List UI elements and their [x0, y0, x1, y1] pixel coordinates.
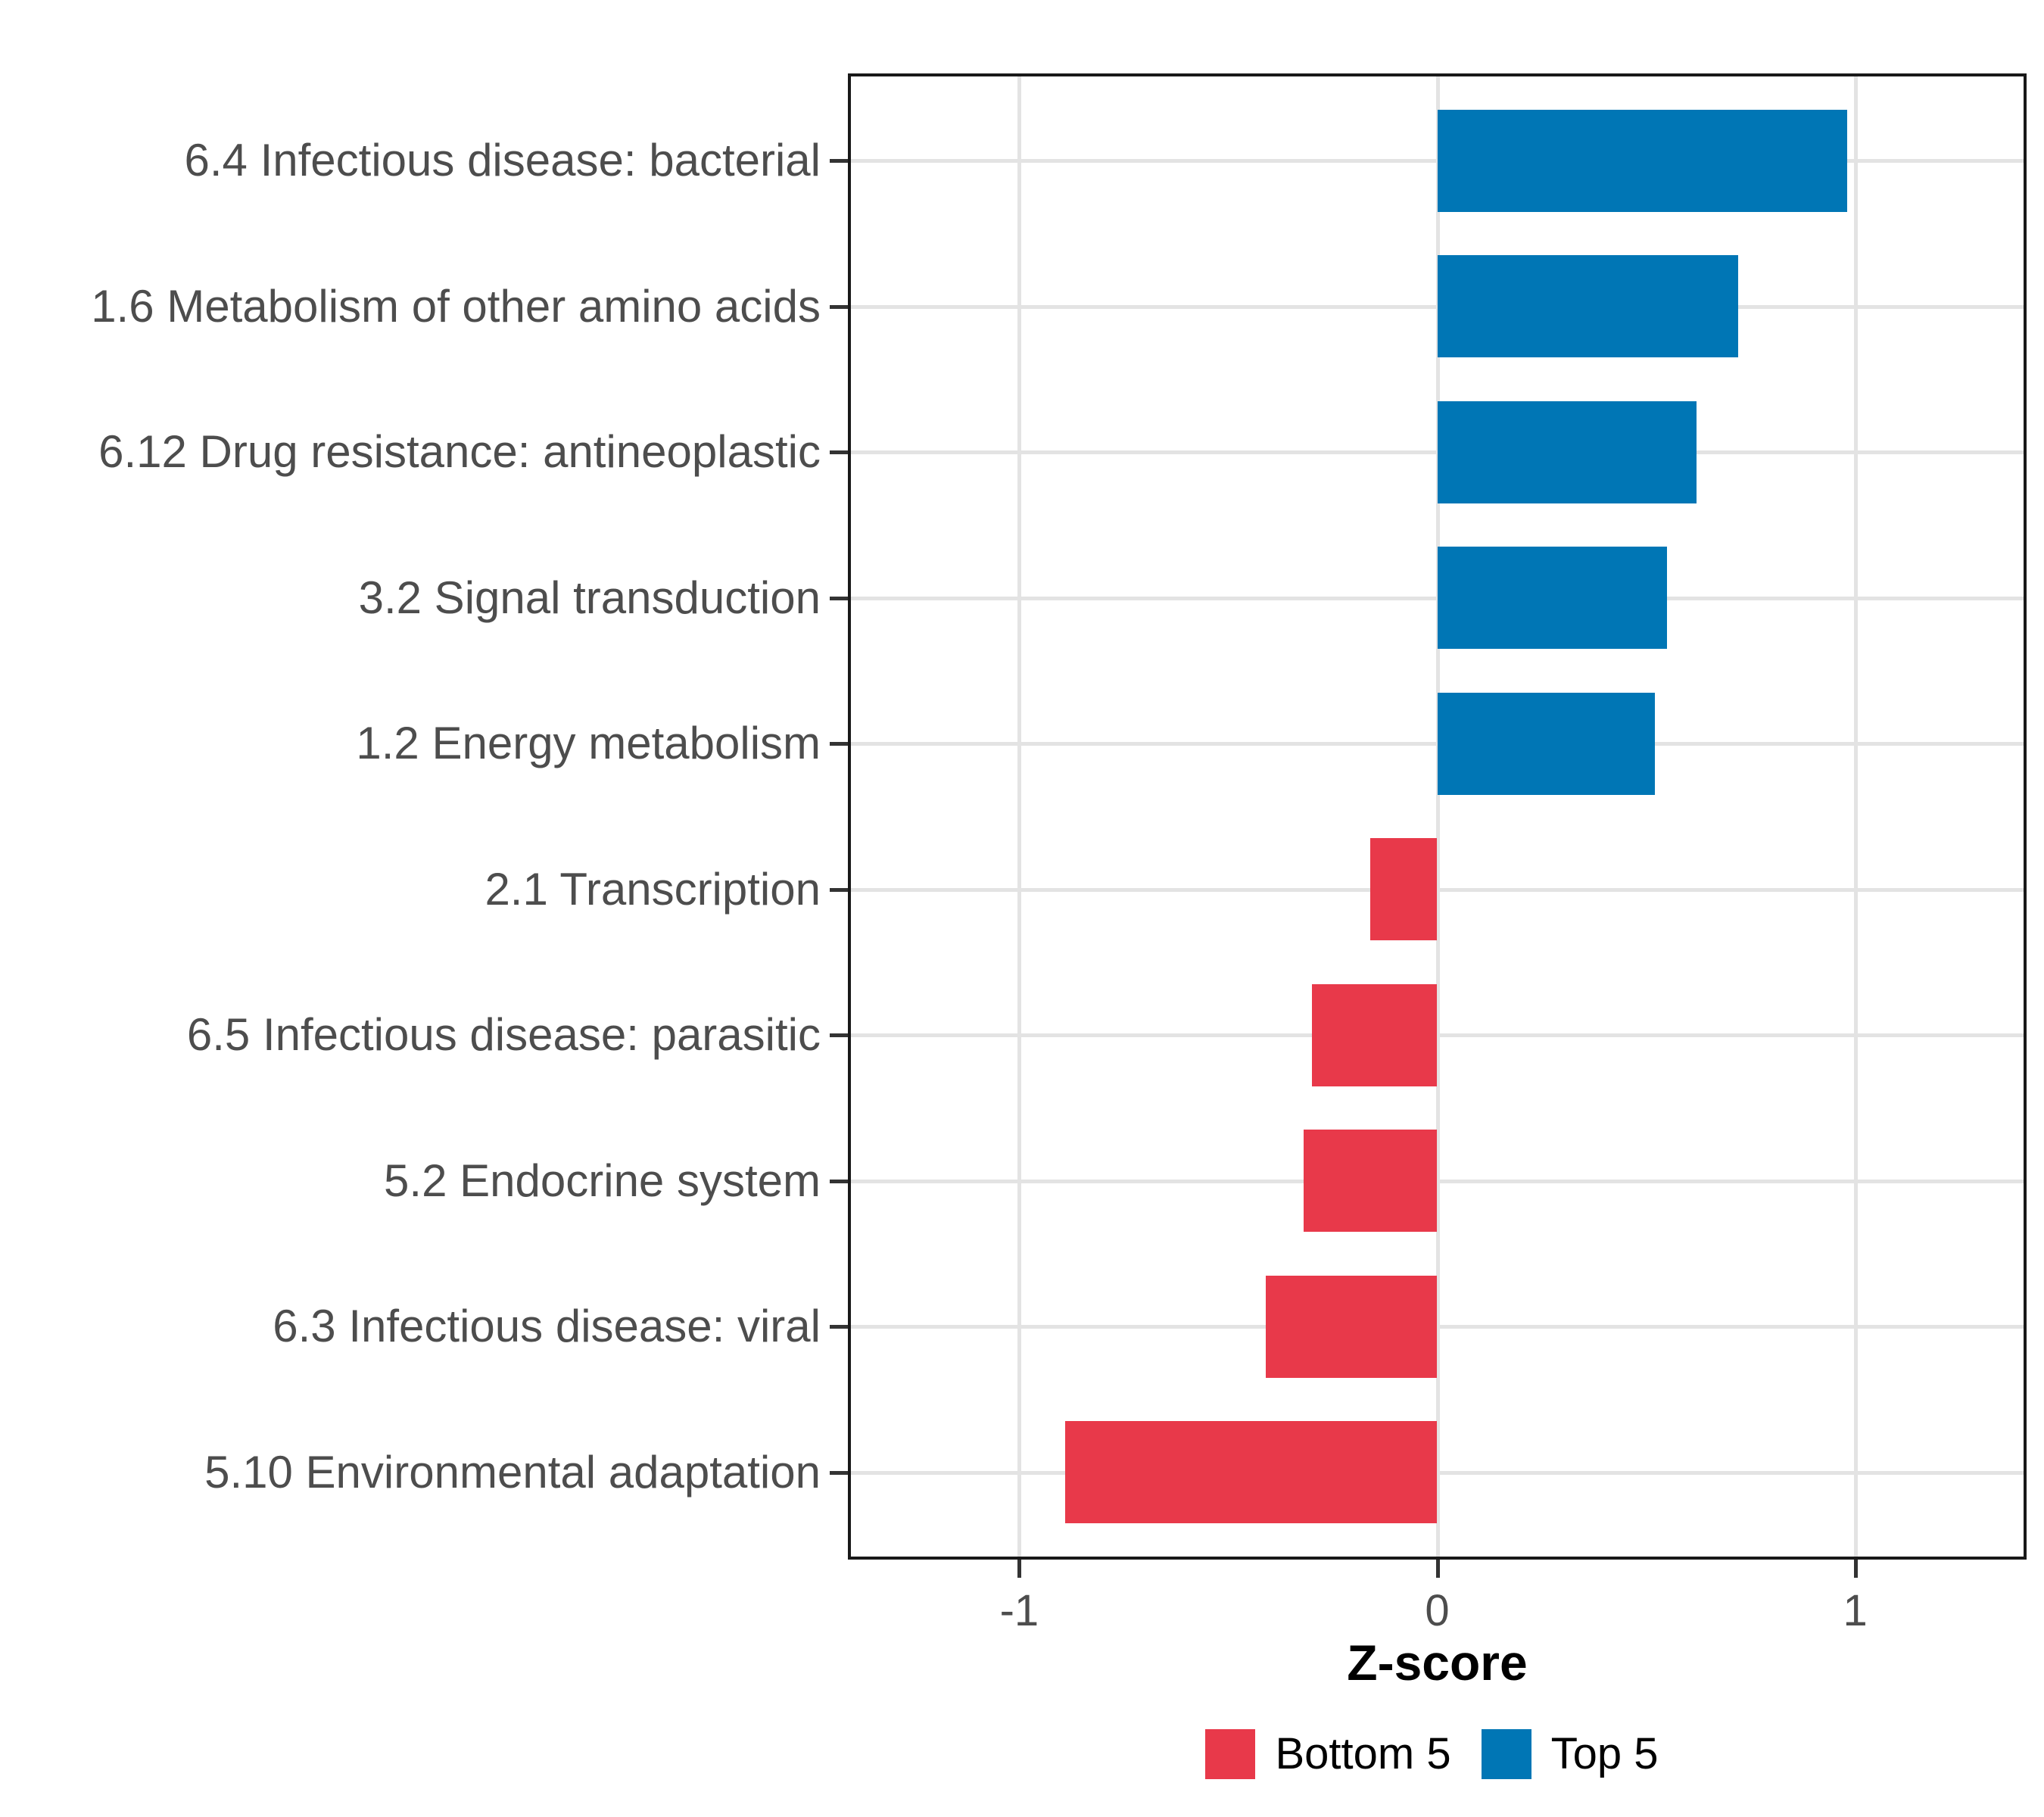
- category-label: 6.5 Infectious disease: parasitic: [186, 1009, 821, 1060]
- bar-negative: [1370, 838, 1438, 940]
- y-tick-mark: [830, 1033, 848, 1038]
- x-tick-label: -1: [999, 1586, 1039, 1635]
- x-gridline: [1853, 73, 1858, 1560]
- category-label: 3.2 Signal transduction: [358, 572, 821, 623]
- bar-positive: [1437, 110, 1847, 212]
- category-label: 5.2 Endocrine system: [384, 1155, 821, 1206]
- x-tick-mark: [1853, 1560, 1858, 1578]
- legend-label-bottom5: Bottom 5: [1275, 1729, 1451, 1778]
- bar-positive: [1437, 547, 1668, 649]
- y-tick-mark: [830, 596, 848, 600]
- x-tick-mark: [1435, 1560, 1440, 1578]
- bar-positive: [1437, 255, 1739, 357]
- category-label: 2.1 Transcription: [485, 864, 821, 915]
- category-label: 1.2 Energy metabolism: [356, 718, 821, 768]
- x-tick-label: 0: [1425, 1586, 1450, 1635]
- y-tick-mark: [830, 887, 848, 892]
- y-tick-mark: [830, 1470, 848, 1475]
- y-gridline: [848, 1325, 2027, 1329]
- y-tick-mark: [830, 159, 848, 164]
- x-gridline: [1435, 73, 1440, 1560]
- bar-negative: [1303, 1130, 1438, 1232]
- legend-swatch-bottom5: [1205, 1729, 1256, 1779]
- category-label: 6.3 Infectious disease: viral: [273, 1301, 821, 1351]
- bar-positive: [1437, 401, 1697, 503]
- bar-negative: [1065, 1421, 1438, 1523]
- category-label: 1.6 Metabolism of other amino acids: [91, 281, 821, 332]
- x-tick-label: 1: [1843, 1586, 1868, 1635]
- y-gridline: [848, 1470, 2027, 1475]
- legend-swatch-top5: [1481, 1729, 1531, 1779]
- x-gridline: [1017, 73, 1022, 1560]
- y-tick-mark: [830, 1325, 848, 1329]
- legend: Bottom 5 Top 5: [848, 1728, 2027, 1781]
- x-axis-title: Z-score: [1347, 1635, 1528, 1691]
- bar-positive: [1437, 693, 1655, 795]
- y-gridline: [848, 1033, 2027, 1038]
- x-tick-mark: [1017, 1560, 1022, 1578]
- y-gridline: [848, 1179, 2027, 1183]
- category-label: 6.12 Drug resistance: antineoplastic: [98, 426, 821, 477]
- bar-negative: [1266, 1276, 1438, 1378]
- y-tick-mark: [830, 450, 848, 455]
- category-label: 5.10 Environmental adaptation: [204, 1447, 821, 1498]
- y-tick-mark: [830, 1179, 848, 1183]
- y-tick-mark: [830, 304, 848, 309]
- category-label: 6.4 Infectious disease: bacterial: [184, 135, 821, 185]
- legend-label-top5: Top 5: [1550, 1729, 1659, 1778]
- bar-negative: [1311, 984, 1438, 1086]
- y-gridline: [848, 887, 2027, 892]
- y-tick-mark: [830, 742, 848, 746]
